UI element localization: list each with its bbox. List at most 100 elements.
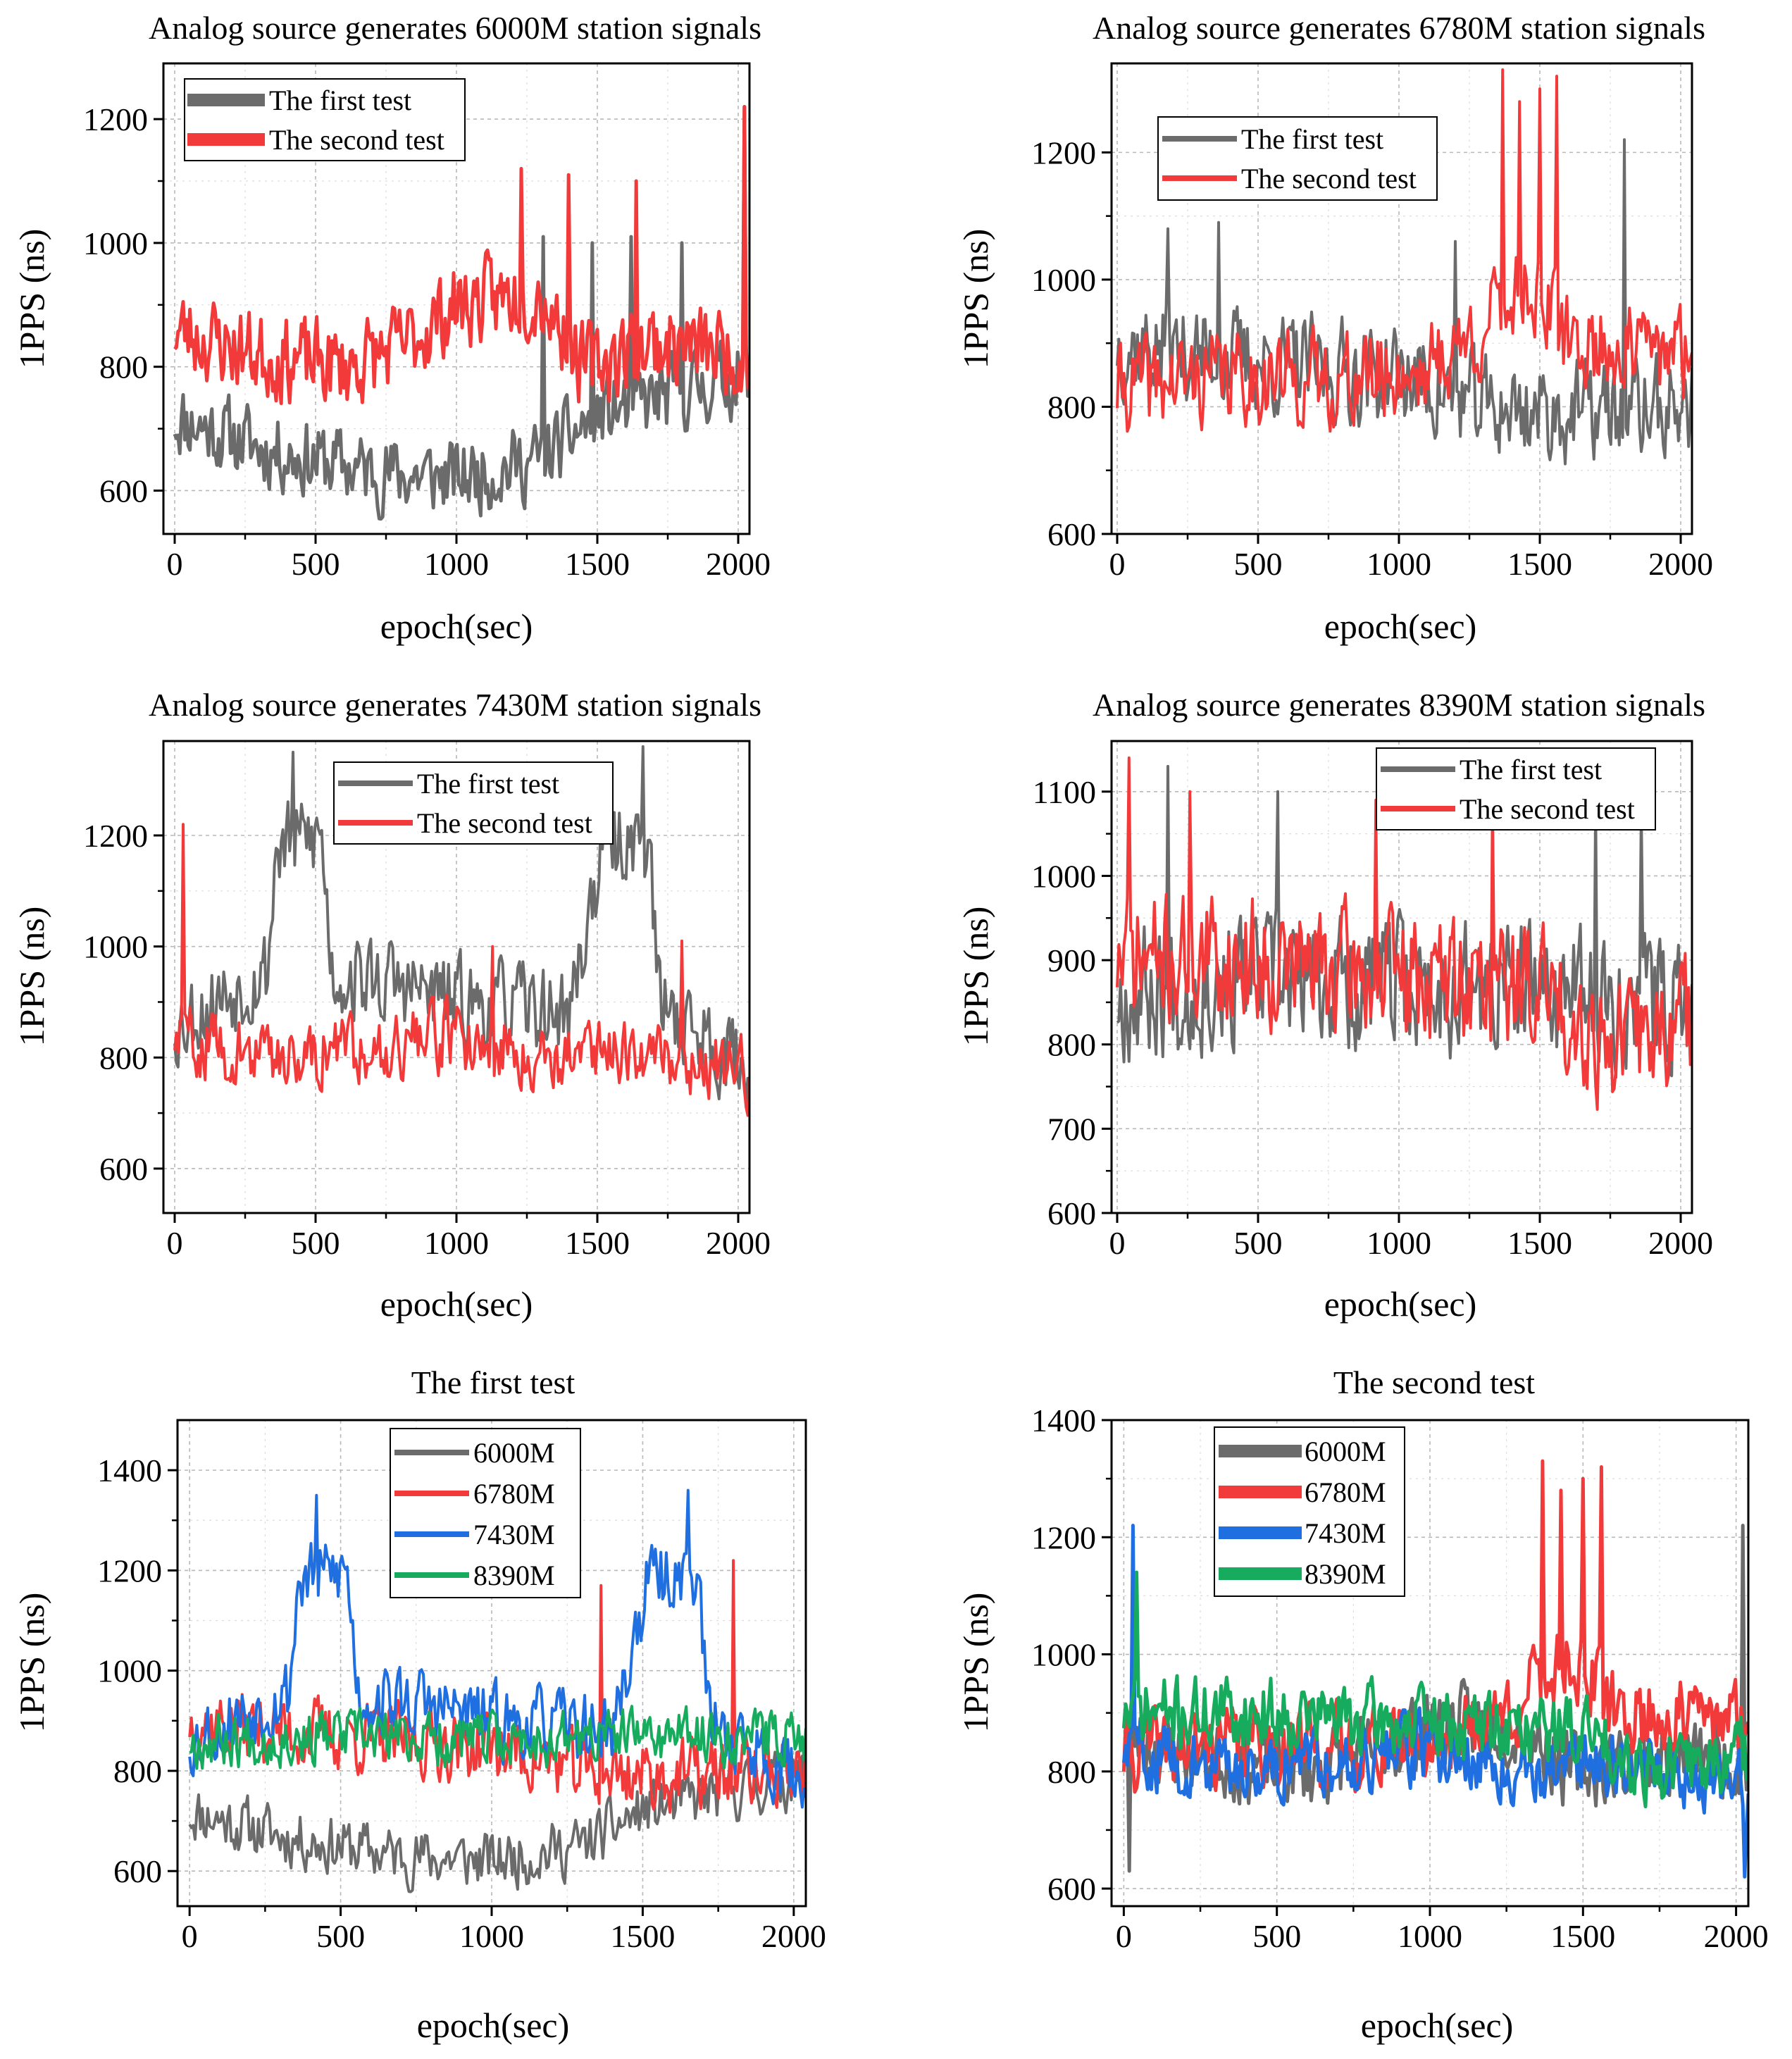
legend-box <box>1376 747 1656 831</box>
y-tick-label: 1200 <box>83 101 148 137</box>
y-tick-label: 800 <box>99 1040 148 1076</box>
y-tick-label: 1200 <box>1031 1519 1096 1555</box>
x-tick-label: 2000 <box>761 1918 826 1954</box>
y-tick-label: 600 <box>113 1853 162 1889</box>
panel-6000m: Analog source generates 6000M station si… <box>12 10 771 646</box>
legend-label-first-test: The first test <box>1241 123 1383 155</box>
legend-label-8390m: 8390M <box>1305 1558 1386 1590</box>
x-tick-label: 0 <box>167 1225 183 1261</box>
x-axis-label: epoch(sec) <box>1324 1284 1477 1324</box>
legend-label-first-test: The first test <box>269 85 411 116</box>
series-line-6780m <box>188 1559 806 1814</box>
legend-label-7430m: 7430M <box>473 1519 555 1550</box>
x-tick-label: 0 <box>182 1918 198 1954</box>
y-tick-label: 1200 <box>97 1553 162 1588</box>
y-tick-label: 600 <box>1047 1195 1096 1231</box>
panel-first-test: The first test 0 500 1000 1500 2000 600 800 100… <box>12 1364 826 2045</box>
y-tick-label: 1000 <box>1031 1637 1096 1673</box>
y-tick-label: 600 <box>1047 1871 1096 1907</box>
legend-box <box>333 761 614 845</box>
legend: 6000M 6780M 7430M 8390M <box>1214 1426 1405 1597</box>
panel-7430m: Analog source generates 7430M station si… <box>12 687 771 1324</box>
legend-label-6780m: 6780M <box>1305 1476 1386 1508</box>
x-tick-label: 0 <box>1109 546 1126 582</box>
legend-label-second-test: The second test <box>417 807 592 839</box>
x-tick-label: 2000 <box>706 1225 771 1261</box>
x-tick-label: 1000 <box>424 546 489 582</box>
x-tick-label: 500 <box>1234 546 1283 582</box>
chart-title: Analog source generates 7430M station si… <box>149 687 761 723</box>
panel-second-test: The second test 0 500 1000 1500 2000 600 800 10… <box>956 1364 1769 2045</box>
x-tick-label: 1000 <box>459 1918 524 1954</box>
x-axis-label: epoch(sec) <box>417 2005 570 2045</box>
x-tick-label: 500 <box>292 1225 340 1261</box>
x-tick-label: 1000 <box>1367 1225 1431 1261</box>
chart-title: The first test <box>411 1364 575 1400</box>
x-tick-label: 1500 <box>565 546 630 582</box>
x-tick-label: 1000 <box>1367 546 1431 582</box>
y-tick-label: 600 <box>99 1151 148 1187</box>
legend-label-8390m: 8390M <box>473 1560 555 1591</box>
legend-label-first-test: The first test <box>417 768 559 800</box>
x-axis-label: epoch(sec) <box>380 1284 533 1324</box>
x-tick-label: 1500 <box>610 1918 675 1954</box>
x-tick-label: 500 <box>316 1918 365 1954</box>
legend: The first test The second test <box>1376 747 1656 831</box>
legend-box <box>184 78 466 161</box>
legend-label-second-test: The second test <box>1241 163 1417 194</box>
y-tick-label: 1000 <box>1031 262 1096 298</box>
series-line-the-second-test <box>173 823 749 1117</box>
series-line-8390m <box>1121 1570 1748 1809</box>
y-tick-label: 800 <box>1047 389 1096 425</box>
x-tick-label: 500 <box>1234 1225 1283 1261</box>
y-tick-label: 1000 <box>1031 858 1096 894</box>
y-tick-label: 1000 <box>83 225 148 261</box>
legend: The first test The second test <box>184 78 466 161</box>
plot-frame <box>1110 740 1693 1214</box>
chart-title: Analog source generates 6000M station si… <box>149 10 761 46</box>
y-tick-label: 1000 <box>83 929 148 965</box>
x-tick-label: 1500 <box>1507 1225 1572 1261</box>
y-tick-label: 1200 <box>1031 135 1096 170</box>
x-axis-label: epoch(sec) <box>1324 606 1477 646</box>
legend-box <box>1157 116 1438 201</box>
x-tick-label: 2000 <box>1648 546 1713 582</box>
plot-frame <box>1110 62 1693 535</box>
x-axis-label: epoch(sec) <box>380 606 533 646</box>
legend-label-first-test: The first test <box>1460 754 1602 785</box>
x-tick-label: 1000 <box>1398 1918 1462 1954</box>
y-tick-label: 600 <box>99 473 148 509</box>
chart-title: The second test <box>1333 1364 1535 1400</box>
series-line-the-second-test <box>1116 68 1692 433</box>
y-tick-label: 1400 <box>97 1453 162 1488</box>
y-tick-label: 800 <box>113 1753 162 1789</box>
legend: The first test The second test <box>1157 116 1438 201</box>
legend: The first test The second test <box>333 761 614 845</box>
chart-title: Analog source generates 6780M station si… <box>1093 10 1705 46</box>
y-tick-label: 1400 <box>1031 1402 1096 1438</box>
legend-label-6780m: 6780M <box>473 1478 555 1510</box>
x-tick-label: 1000 <box>424 1225 489 1261</box>
x-tick-label: 2000 <box>1648 1225 1713 1261</box>
y-tick-label: 800 <box>1047 1754 1096 1790</box>
y-tick-label: 800 <box>99 349 148 385</box>
x-tick-label: 2000 <box>706 546 771 582</box>
y-tick-label: 600 <box>1047 516 1096 552</box>
y-tick-label: 800 <box>1047 1027 1096 1063</box>
series-line-the-first-test <box>173 745 749 1102</box>
legend: 6000M 6780M 7430M 8390M <box>390 1428 581 1598</box>
x-tick-label: 0 <box>1109 1225 1126 1261</box>
legend-label-second-test: The second test <box>269 124 444 156</box>
y-axis-label: 1PPS (ns) <box>956 229 995 369</box>
x-tick-label: 500 <box>292 546 340 582</box>
legend-label-second-test: The second test <box>1460 793 1635 825</box>
series-line-the-first-test <box>1116 138 1692 466</box>
x-tick-label: 1500 <box>1507 546 1572 582</box>
x-tick-label: 1500 <box>1550 1918 1615 1954</box>
series-line-the-second-test <box>173 105 749 406</box>
x-tick-label: 1500 <box>565 1225 630 1261</box>
panel-6780m: Analog source generates 6780M station si… <box>956 10 1713 646</box>
x-axis-label: epoch(sec) <box>1361 2005 1514 2045</box>
x-tick-label: 2000 <box>1704 1918 1769 1954</box>
